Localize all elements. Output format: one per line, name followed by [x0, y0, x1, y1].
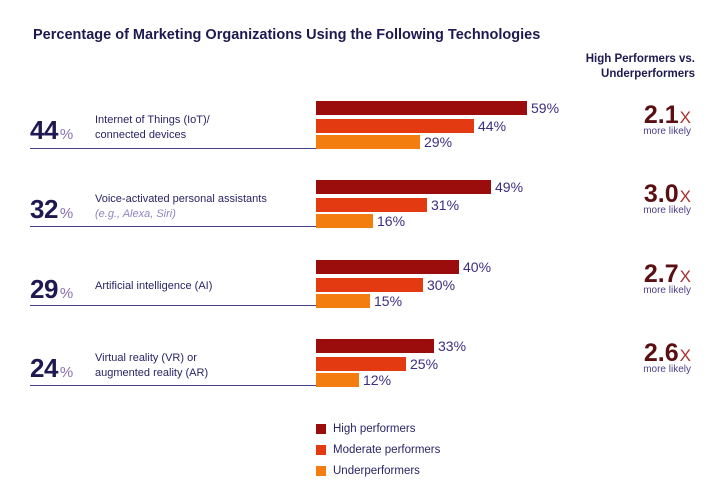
bar-value-label-high: 40% — [463, 259, 492, 275]
bar-under — [316, 373, 359, 387]
technology-label-line: Virtual reality (VR) or — [95, 352, 197, 364]
technology-label: Voice-activated personal assistants (e.g.… — [95, 192, 310, 222]
more-likely-text: more likely — [643, 364, 691, 375]
row-divider — [30, 148, 316, 149]
legend-item-under: Underperformers — [316, 460, 440, 481]
legend-label-moderate: Moderate performers — [333, 443, 441, 456]
technology-label-line: connected devices — [95, 129, 187, 141]
comparison-header-line-2: Underperformers — [601, 68, 695, 80]
bar-value-label-under: 29% — [424, 134, 453, 150]
bar-under — [316, 135, 420, 149]
likelihood-multiplier: 2.1X more likely — [571, 102, 691, 137]
overall-percent: 44% — [30, 115, 73, 146]
chart-legend: High performers Moderate performers Unde… — [316, 418, 440, 481]
multiplier-x: X — [679, 108, 691, 127]
tech-row: 24% Virtual reality (VR) or augmented real… — [0, 336, 726, 416]
bar-value-label-high: 33% — [438, 338, 467, 354]
technology-label-line: augmented reality (AR) — [95, 367, 209, 379]
overall-percent-value: 44 — [30, 115, 58, 145]
tech-row: 29% Artificial intelligence (AI) 40% 30% 15%… — [0, 257, 726, 337]
likelihood-multiplier: 2.7X more likely — [571, 261, 691, 296]
bar-moderate — [316, 278, 423, 292]
technology-label-line: Artificial intelligence (AI) — [95, 280, 213, 292]
technology-label: Artificial intelligence (AI) — [95, 279, 310, 294]
bar-high — [316, 101, 527, 115]
overall-percent: 29% — [30, 274, 73, 305]
bar-value-label-moderate: 30% — [427, 277, 456, 293]
bar-high — [316, 339, 434, 353]
overall-percent-value: 24 — [30, 353, 58, 383]
legend-label-high: High performers — [333, 422, 416, 435]
more-likely-text: more likely — [643, 126, 691, 137]
bar-value-label-high: 49% — [495, 179, 524, 195]
multiplier-x: X — [679, 267, 691, 286]
bar-moderate — [316, 198, 427, 212]
legend-item-high: High performers — [316, 418, 440, 439]
multiplier-value: 3.0 — [643, 180, 679, 208]
overall-percent-value: 32 — [30, 194, 58, 224]
bar-value-label-under: 12% — [363, 372, 392, 388]
multiplier-x: X — [679, 346, 691, 365]
technology-label-line: Voice-activated personal assistants — [95, 193, 267, 205]
bar-high — [316, 260, 459, 274]
comparison-header-line-1: High Performers vs. — [585, 53, 695, 65]
legend-swatch-high — [316, 423, 326, 434]
multiplier-value: 2.1 — [643, 101, 679, 129]
row-divider — [30, 226, 316, 227]
percent-symbol: % — [59, 126, 74, 143]
bar-moderate — [316, 119, 474, 133]
multiplier-x: X — [679, 187, 691, 206]
overall-percent-value: 29 — [30, 274, 58, 304]
legend-swatch-under — [316, 465, 326, 476]
likelihood-multiplier: 3.0X more likely — [571, 181, 691, 216]
legend-item-moderate: Moderate performers — [316, 439, 440, 460]
technology-label: Virtual reality (VR) or augmented reality… — [95, 351, 310, 381]
legend-label-under: Underperformers — [333, 464, 420, 477]
technology-label: Internet of Things (IoT)/ connected devic… — [95, 113, 310, 143]
legend-swatch-moderate — [316, 444, 326, 455]
percent-symbol: % — [59, 205, 74, 222]
bar-under — [316, 294, 370, 308]
comparison-header: High Performers vs. Underperformers — [545, 52, 695, 82]
technology-label-line: Internet of Things (IoT)/ — [95, 114, 210, 126]
row-divider — [30, 385, 316, 386]
bar-high — [316, 180, 491, 194]
more-likely-text: more likely — [643, 205, 691, 216]
multiplier-value: 2.6 — [643, 339, 679, 367]
bar-value-label-under: 16% — [377, 213, 406, 229]
bar-under — [316, 214, 373, 228]
multiplier-value: 2.7 — [643, 260, 679, 288]
more-likely-text: more likely — [643, 285, 691, 296]
bar-value-label-under: 15% — [374, 293, 403, 309]
bar-value-label-moderate: 25% — [410, 356, 439, 372]
bar-value-label-moderate: 44% — [478, 118, 507, 134]
tech-row: 44% Internet of Things (IoT)/ connected de… — [0, 98, 726, 178]
technology-label-examples: (e.g., Alexa, Siri) — [95, 208, 176, 220]
likelihood-multiplier: 2.6X more likely — [571, 340, 691, 375]
bar-value-label-high: 59% — [531, 100, 560, 116]
percent-symbol: % — [59, 285, 74, 302]
tech-row: 32% Voice-activated personal assistants (e… — [0, 177, 726, 257]
bar-value-label-moderate: 31% — [431, 197, 460, 213]
bar-moderate — [316, 357, 406, 371]
percent-symbol: % — [59, 364, 74, 381]
row-divider — [30, 305, 316, 306]
chart-title: Percentage of Marketing Organizations Us… — [33, 27, 541, 43]
overall-percent: 32% — [30, 194, 73, 225]
overall-percent: 24% — [30, 353, 73, 384]
